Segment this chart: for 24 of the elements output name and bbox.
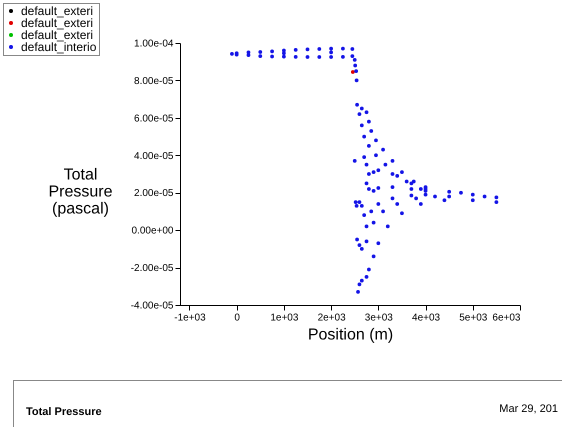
text: Total Pressure xyxy=(26,406,102,418)
x-tick-label: 2e+03 xyxy=(318,312,346,324)
x-tick-label: 4e+03 xyxy=(412,312,441,324)
legend-label: default_exteri xyxy=(21,16,94,30)
y-tick-label: -4.00e-05 xyxy=(130,300,174,312)
legend-label: default_exteri xyxy=(21,28,94,42)
x-tick-label: 3e+03 xyxy=(364,312,394,324)
x-tick-label: 6e+03 xyxy=(492,312,521,324)
y-tick-label: 4.00e-05 xyxy=(134,150,174,162)
y-tick-label: 0.00e+00 xyxy=(132,226,174,237)
x-tick-label: 1e+03 xyxy=(270,312,299,324)
y-tick-label: 8.00e-05 xyxy=(134,76,174,87)
y-tick-label: 2.00e-05 xyxy=(134,188,174,200)
legend-label: default_interio xyxy=(21,40,97,54)
y-tick-label: -2.00e-05 xyxy=(130,263,174,274)
x-tick-label: -1e+03 xyxy=(174,312,206,324)
y-axis-title: Total Pressure (pascal) xyxy=(48,166,113,218)
legend-label: default_exteri xyxy=(21,4,94,18)
y-tick-label: 1.00e-04 xyxy=(134,38,174,50)
x-tick-label: 5e+03 xyxy=(459,312,488,324)
y-tick-label: 6.00e-05 xyxy=(134,113,174,124)
text: Mar 29, 201 xyxy=(499,403,558,415)
x-tick-label: 0 xyxy=(234,312,240,324)
x-axis-title: Position (m) xyxy=(308,326,394,344)
